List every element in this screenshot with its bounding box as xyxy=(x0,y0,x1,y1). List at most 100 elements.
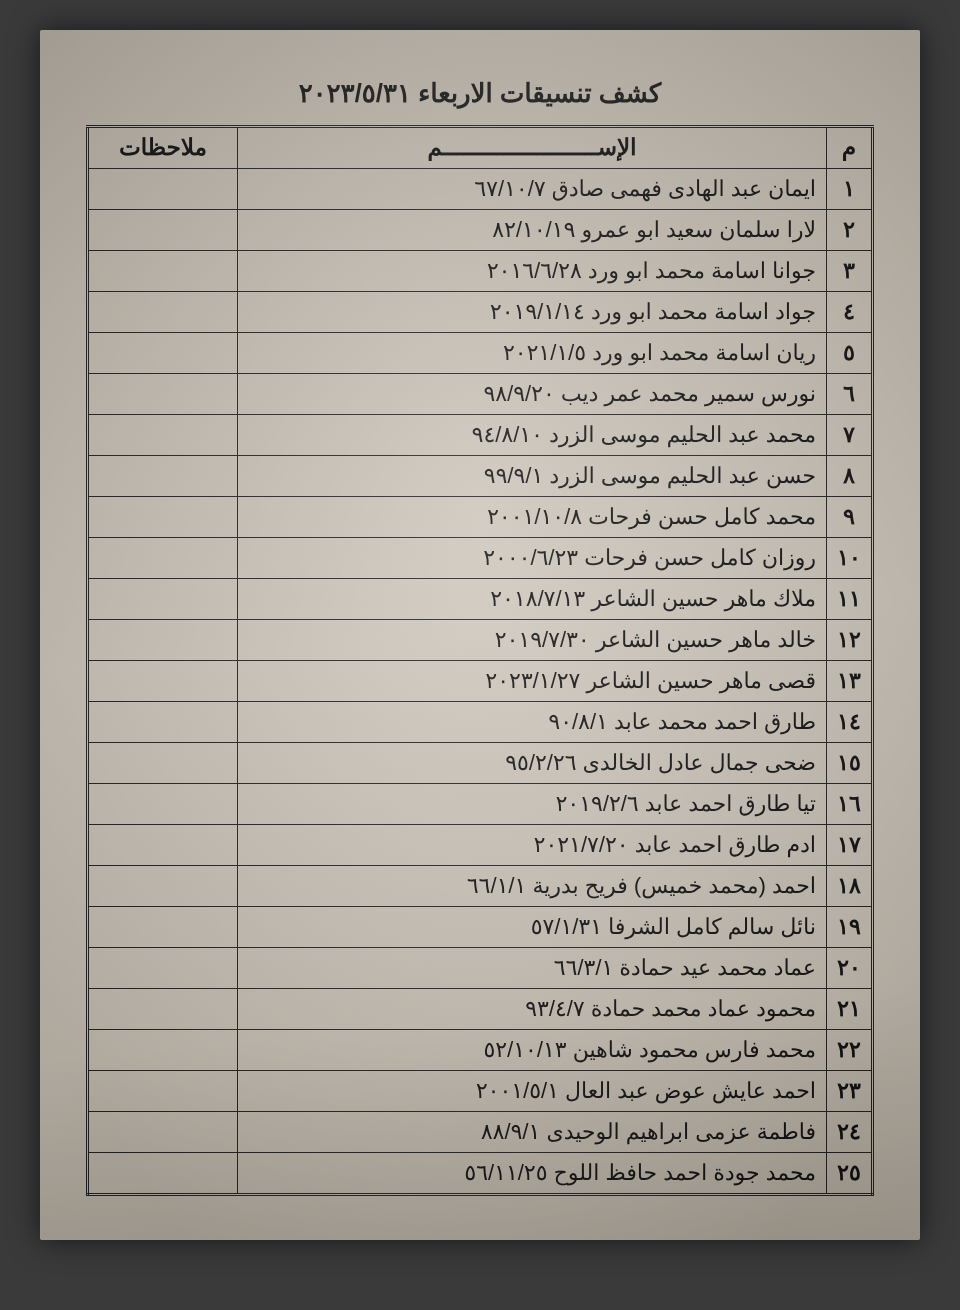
row-name: لارا سلمان سعيد ابو عمرو ٨٢/١٠/١٩ xyxy=(238,210,827,251)
row-index: ٢ xyxy=(827,210,873,251)
row-notes xyxy=(88,169,238,210)
row-notes xyxy=(88,907,238,948)
table-row: ١٤طارق احمد محمد عابد ٩٠/٨/١ xyxy=(88,702,873,743)
row-notes xyxy=(88,1112,238,1153)
row-index: ٢٢ xyxy=(827,1030,873,1071)
table-row: ٢٠عماد محمد عيد حمادة ٦٦/٣/١ xyxy=(88,948,873,989)
table-row: ١٠روزان كامل حسن فرحات ٢٠٠٠/٦/٢٣ xyxy=(88,538,873,579)
row-index: ٥ xyxy=(827,333,873,374)
row-notes xyxy=(88,210,238,251)
row-name: قصى ماهر حسين الشاعر ٢٠٢٣/١/٢٧ xyxy=(238,661,827,702)
table-row: ١٣قصى ماهر حسين الشاعر ٢٠٢٣/١/٢٧ xyxy=(88,661,873,702)
row-index: ١٨ xyxy=(827,866,873,907)
row-index: ٩ xyxy=(827,497,873,538)
row-index: ١٦ xyxy=(827,784,873,825)
row-notes xyxy=(88,825,238,866)
table-row: ٢٢محمد فارس محمود شاهين ٥٢/١٠/١٣ xyxy=(88,1030,873,1071)
row-notes xyxy=(88,1071,238,1112)
row-name: ادم طارق احمد عابد ٢٠٢١/٧/٢٠ xyxy=(238,825,827,866)
table-row: ١٥ضحى جمال عادل الخالدى ٩٥/٢/٢٦ xyxy=(88,743,873,784)
row-name: جواد اسامة محمد ابو ورد ٢٠١٩/١/١٤ xyxy=(238,292,827,333)
row-name: جوانا اسامة محمد ابو ورد ٢٠١٦/٦/٢٨ xyxy=(238,251,827,292)
table-container: م الإســـــــــــــــــــــــم ملاحظات ١… xyxy=(86,125,874,1196)
table-row: ٢٣احمد عايش عوض عبد العال ٢٠٠١/٥/١ xyxy=(88,1071,873,1112)
row-notes xyxy=(88,702,238,743)
table-row: ٥ريان اسامة محمد ابو ورد ٢٠٢١/١/٥ xyxy=(88,333,873,374)
table-row: ٢١محمود عماد محمد حمادة ٩٣/٤/٧ xyxy=(88,989,873,1030)
row-notes xyxy=(88,784,238,825)
table-row: ١ايمان عبد الهادى فهمى صادق ٦٧/١٠/٧ xyxy=(88,169,873,210)
coordination-table: م الإســـــــــــــــــــــــم ملاحظات ١… xyxy=(86,125,874,1196)
table-row: ٨حسن عبد الحليم موسى الزرد ٩٩/٩/١ xyxy=(88,456,873,497)
table-row: ٧محمد عبد الحليم موسى الزرد ٩٤/٨/١٠ xyxy=(88,415,873,456)
row-index: ٣ xyxy=(827,251,873,292)
row-index: ٦ xyxy=(827,374,873,415)
row-notes xyxy=(88,415,238,456)
row-notes xyxy=(88,579,238,620)
row-index: ١ xyxy=(827,169,873,210)
table-header-row: م الإســـــــــــــــــــــــم ملاحظات xyxy=(88,127,873,169)
row-index: ٤ xyxy=(827,292,873,333)
row-name: نورس سمير محمد عمر ديب ٩٨/٩/٢٠ xyxy=(238,374,827,415)
row-index: ٢١ xyxy=(827,989,873,1030)
row-index: ٢٤ xyxy=(827,1112,873,1153)
row-name: روزان كامل حسن فرحات ٢٠٠٠/٦/٢٣ xyxy=(238,538,827,579)
col-name-header: الإســـــــــــــــــــــــم xyxy=(238,127,827,169)
page-title: كشف تنسيقات الاربعاء ٢٠٢٣/٥/٣١ xyxy=(40,30,920,125)
table-row: ٢٤فاطمة عزمى ابراهيم الوحيدى ٨٨/٩/١ xyxy=(88,1112,873,1153)
row-name: ضحى جمال عادل الخالدى ٩٥/٢/٢٦ xyxy=(238,743,827,784)
row-index: ١٠ xyxy=(827,538,873,579)
row-index: ٨ xyxy=(827,456,873,497)
row-notes xyxy=(88,374,238,415)
row-name: تيا طارق احمد عابد ٢٠١٩/٢/٦ xyxy=(238,784,827,825)
row-notes xyxy=(88,1153,238,1195)
col-index-header: م xyxy=(827,127,873,169)
col-notes-header: ملاحظات xyxy=(88,127,238,169)
table-row: ٢٥محمد جودة احمد حافظ اللوح ٥٦/١١/٢٥ xyxy=(88,1153,873,1195)
table-row: ٤جواد اسامة محمد ابو ورد ٢٠١٩/١/١٤ xyxy=(88,292,873,333)
row-name: خالد ماهر حسين الشاعر ٢٠١٩/٧/٣٠ xyxy=(238,620,827,661)
table-body: ١ايمان عبد الهادى فهمى صادق ٦٧/١٠/٧٢لارا… xyxy=(88,169,873,1195)
row-name: احمد (محمد خميس) فريح بدرية ٦٦/١/١ xyxy=(238,866,827,907)
row-index: ٧ xyxy=(827,415,873,456)
table-row: ١٢خالد ماهر حسين الشاعر ٢٠١٩/٧/٣٠ xyxy=(88,620,873,661)
table-row: ١٧ادم طارق احمد عابد ٢٠٢١/٧/٢٠ xyxy=(88,825,873,866)
row-notes xyxy=(88,989,238,1030)
row-index: ٢٣ xyxy=(827,1071,873,1112)
table-row: ١٨احمد (محمد خميس) فريح بدرية ٦٦/١/١ xyxy=(88,866,873,907)
row-name: طارق احمد محمد عابد ٩٠/٨/١ xyxy=(238,702,827,743)
row-notes xyxy=(88,292,238,333)
row-name: محمد فارس محمود شاهين ٥٢/١٠/١٣ xyxy=(238,1030,827,1071)
table-row: ٢لارا سلمان سعيد ابو عمرو ٨٢/١٠/١٩ xyxy=(88,210,873,251)
row-name: محمد جودة احمد حافظ اللوح ٥٦/١١/٢٥ xyxy=(238,1153,827,1195)
row-notes xyxy=(88,866,238,907)
table-row: ٣جوانا اسامة محمد ابو ورد ٢٠١٦/٦/٢٨ xyxy=(88,251,873,292)
row-name: محمد عبد الحليم موسى الزرد ٩٤/٨/١٠ xyxy=(238,415,827,456)
row-notes xyxy=(88,333,238,374)
row-index: ١٥ xyxy=(827,743,873,784)
table-row: ١١ملاك ماهر حسين الشاعر ٢٠١٨/٧/١٣ xyxy=(88,579,873,620)
row-name: عماد محمد عيد حمادة ٦٦/٣/١ xyxy=(238,948,827,989)
row-name: فاطمة عزمى ابراهيم الوحيدى ٨٨/٩/١ xyxy=(238,1112,827,1153)
row-index: ٢٠ xyxy=(827,948,873,989)
row-notes xyxy=(88,497,238,538)
row-notes xyxy=(88,538,238,579)
row-name: ايمان عبد الهادى فهمى صادق ٦٧/١٠/٧ xyxy=(238,169,827,210)
row-notes xyxy=(88,1030,238,1071)
row-index: ١٢ xyxy=(827,620,873,661)
table-row: ١٩نائل سالم كامل الشرفا ٥٧/١/٣١ xyxy=(88,907,873,948)
table-row: ١٦تيا طارق احمد عابد ٢٠١٩/٢/٦ xyxy=(88,784,873,825)
row-notes xyxy=(88,456,238,497)
row-notes xyxy=(88,251,238,292)
row-index: ١٣ xyxy=(827,661,873,702)
table-row: ٩محمد كامل حسن فرحات ٢٠٠١/١٠/٨ xyxy=(88,497,873,538)
row-name: محمود عماد محمد حمادة ٩٣/٤/٧ xyxy=(238,989,827,1030)
row-index: ١٤ xyxy=(827,702,873,743)
table-row: ٦نورس سمير محمد عمر ديب ٩٨/٩/٢٠ xyxy=(88,374,873,415)
row-index: ١٩ xyxy=(827,907,873,948)
row-name: محمد كامل حسن فرحات ٢٠٠١/١٠/٨ xyxy=(238,497,827,538)
row-name: ريان اسامة محمد ابو ورد ٢٠٢١/١/٥ xyxy=(238,333,827,374)
row-index: ٢٥ xyxy=(827,1153,873,1195)
row-index: ١١ xyxy=(827,579,873,620)
document-page: كشف تنسيقات الاربعاء ٢٠٢٣/٥/٣١ م الإســـ… xyxy=(40,30,920,1240)
